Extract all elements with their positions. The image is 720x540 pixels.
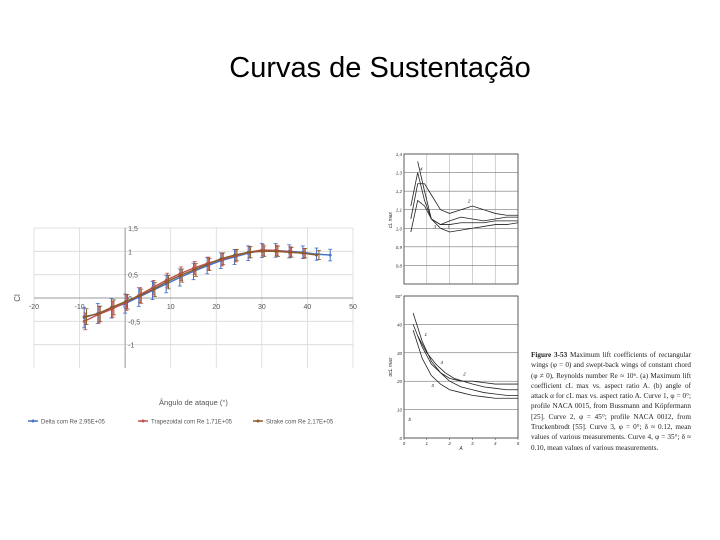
curve-4 [417,335,518,391]
y-tick-label: -1 [128,343,134,350]
y-tick-label: 40 [397,322,403,327]
y-tick-label: 1,1 [396,208,403,213]
y-tick-label: 1,5 [128,226,138,233]
data-point [260,249,264,253]
legend-marker [256,419,260,423]
legend-label: Trapezoidal com Re 1,71E+05 [151,420,233,426]
y-tick-label: 20 [396,379,403,384]
caption-label: Figure 3-53 [531,351,568,359]
data-point [137,294,141,298]
data-point [205,263,209,266]
data-point [315,253,318,257]
data-point [301,251,305,255]
x-tick-label: -20 [29,304,39,311]
data-point [287,250,291,254]
data-point [164,280,168,284]
data-point [233,253,236,257]
data-point [123,300,127,304]
curve-label: 2 [462,372,466,377]
x-tick-label: 50 [349,304,357,311]
y-tick-label: 50° [395,294,402,299]
data-point [110,305,113,309]
curve-label: 4 [440,360,443,365]
x-axis-label: A [458,446,463,450]
curve-3 [410,199,518,233]
plot-frame [403,153,519,285]
y-tick-label: 1,0 [396,226,403,231]
x-tick-label: 0 [403,441,406,446]
x-axis-label: Ângulo de ataque (°) [159,398,228,407]
y-tick-label: 1 [128,249,132,256]
data-point [96,312,100,316]
plot-frame [403,295,519,439]
figure-caption: Figure 3-53 Maximum lift coefficients of… [531,350,691,453]
legend-marker [141,419,145,423]
curve-label: 2 [467,198,471,203]
x-tick-label: 3 [471,441,474,446]
y-tick-label: 0,8 [396,263,403,268]
y-tick-label: 1,4 [396,152,403,157]
series-line [83,250,317,318]
y-tick-label: 1,2 [396,189,403,194]
slide-title: Curvas de Sustentação [229,52,531,84]
data-point [328,253,332,257]
x-tick-label: 20 [212,304,220,311]
clmax-aspect-chart: 1,4 1,3 1,2 1,1 1,0 0,9 0,8 cL max 1 2 3 4 [388,152,519,285]
curve-label: 4 [420,167,423,172]
curve-label: 3 [434,224,437,229]
series-2 [82,245,321,325]
x-tick-label: 4 [494,441,497,446]
legend-marker [31,419,35,423]
y-axis-label: cL max [388,211,394,228]
legend-label: Strake com Re 2,17E+05 [266,420,334,426]
curve-4 [417,161,519,233]
x-tick-label: 2 [447,441,451,446]
x-tick-label: -10 [75,304,85,311]
curve-2 [412,324,518,385]
y-tick-label: 0,9 [396,245,403,250]
curve-1 [410,172,518,226]
curve-label: b [409,417,412,422]
data-point [82,315,86,319]
y-tick-label: 1,3 [396,171,403,176]
curve-label: 1 [425,332,428,337]
data-point [151,288,154,291]
y-tick-label: -0,5 [128,319,140,326]
y-tick-label: 0,5 [128,273,138,280]
data-point [219,257,223,261]
legend-label: Delta com Re 2,95E+05 [41,420,106,426]
data-point [178,274,182,277]
y-axis-label: Cl [13,294,22,302]
x-tick-label: 5 [517,441,520,446]
x-tick-label: 40 [304,304,312,311]
curve-label: 3 [431,383,434,388]
data-point [192,268,195,272]
x-tick-label: 10 [167,304,175,311]
caption-text: Maximum lift coefficients of rectangular… [531,351,692,452]
curve-label: 1 [447,224,450,229]
y-tick-label: 10 [397,408,403,413]
data-point [274,249,277,253]
curve-2 [410,183,518,220]
y-tick-label: 30 [397,351,403,356]
y-tick-label: 0 [399,436,402,441]
x-tick-label: 30 [258,304,266,311]
curve-3 [412,329,518,399]
y-axis-label: αcL max [388,357,394,376]
x-tick-label: 1 [426,441,429,446]
data-point [246,250,250,254]
data-point [82,319,86,323]
